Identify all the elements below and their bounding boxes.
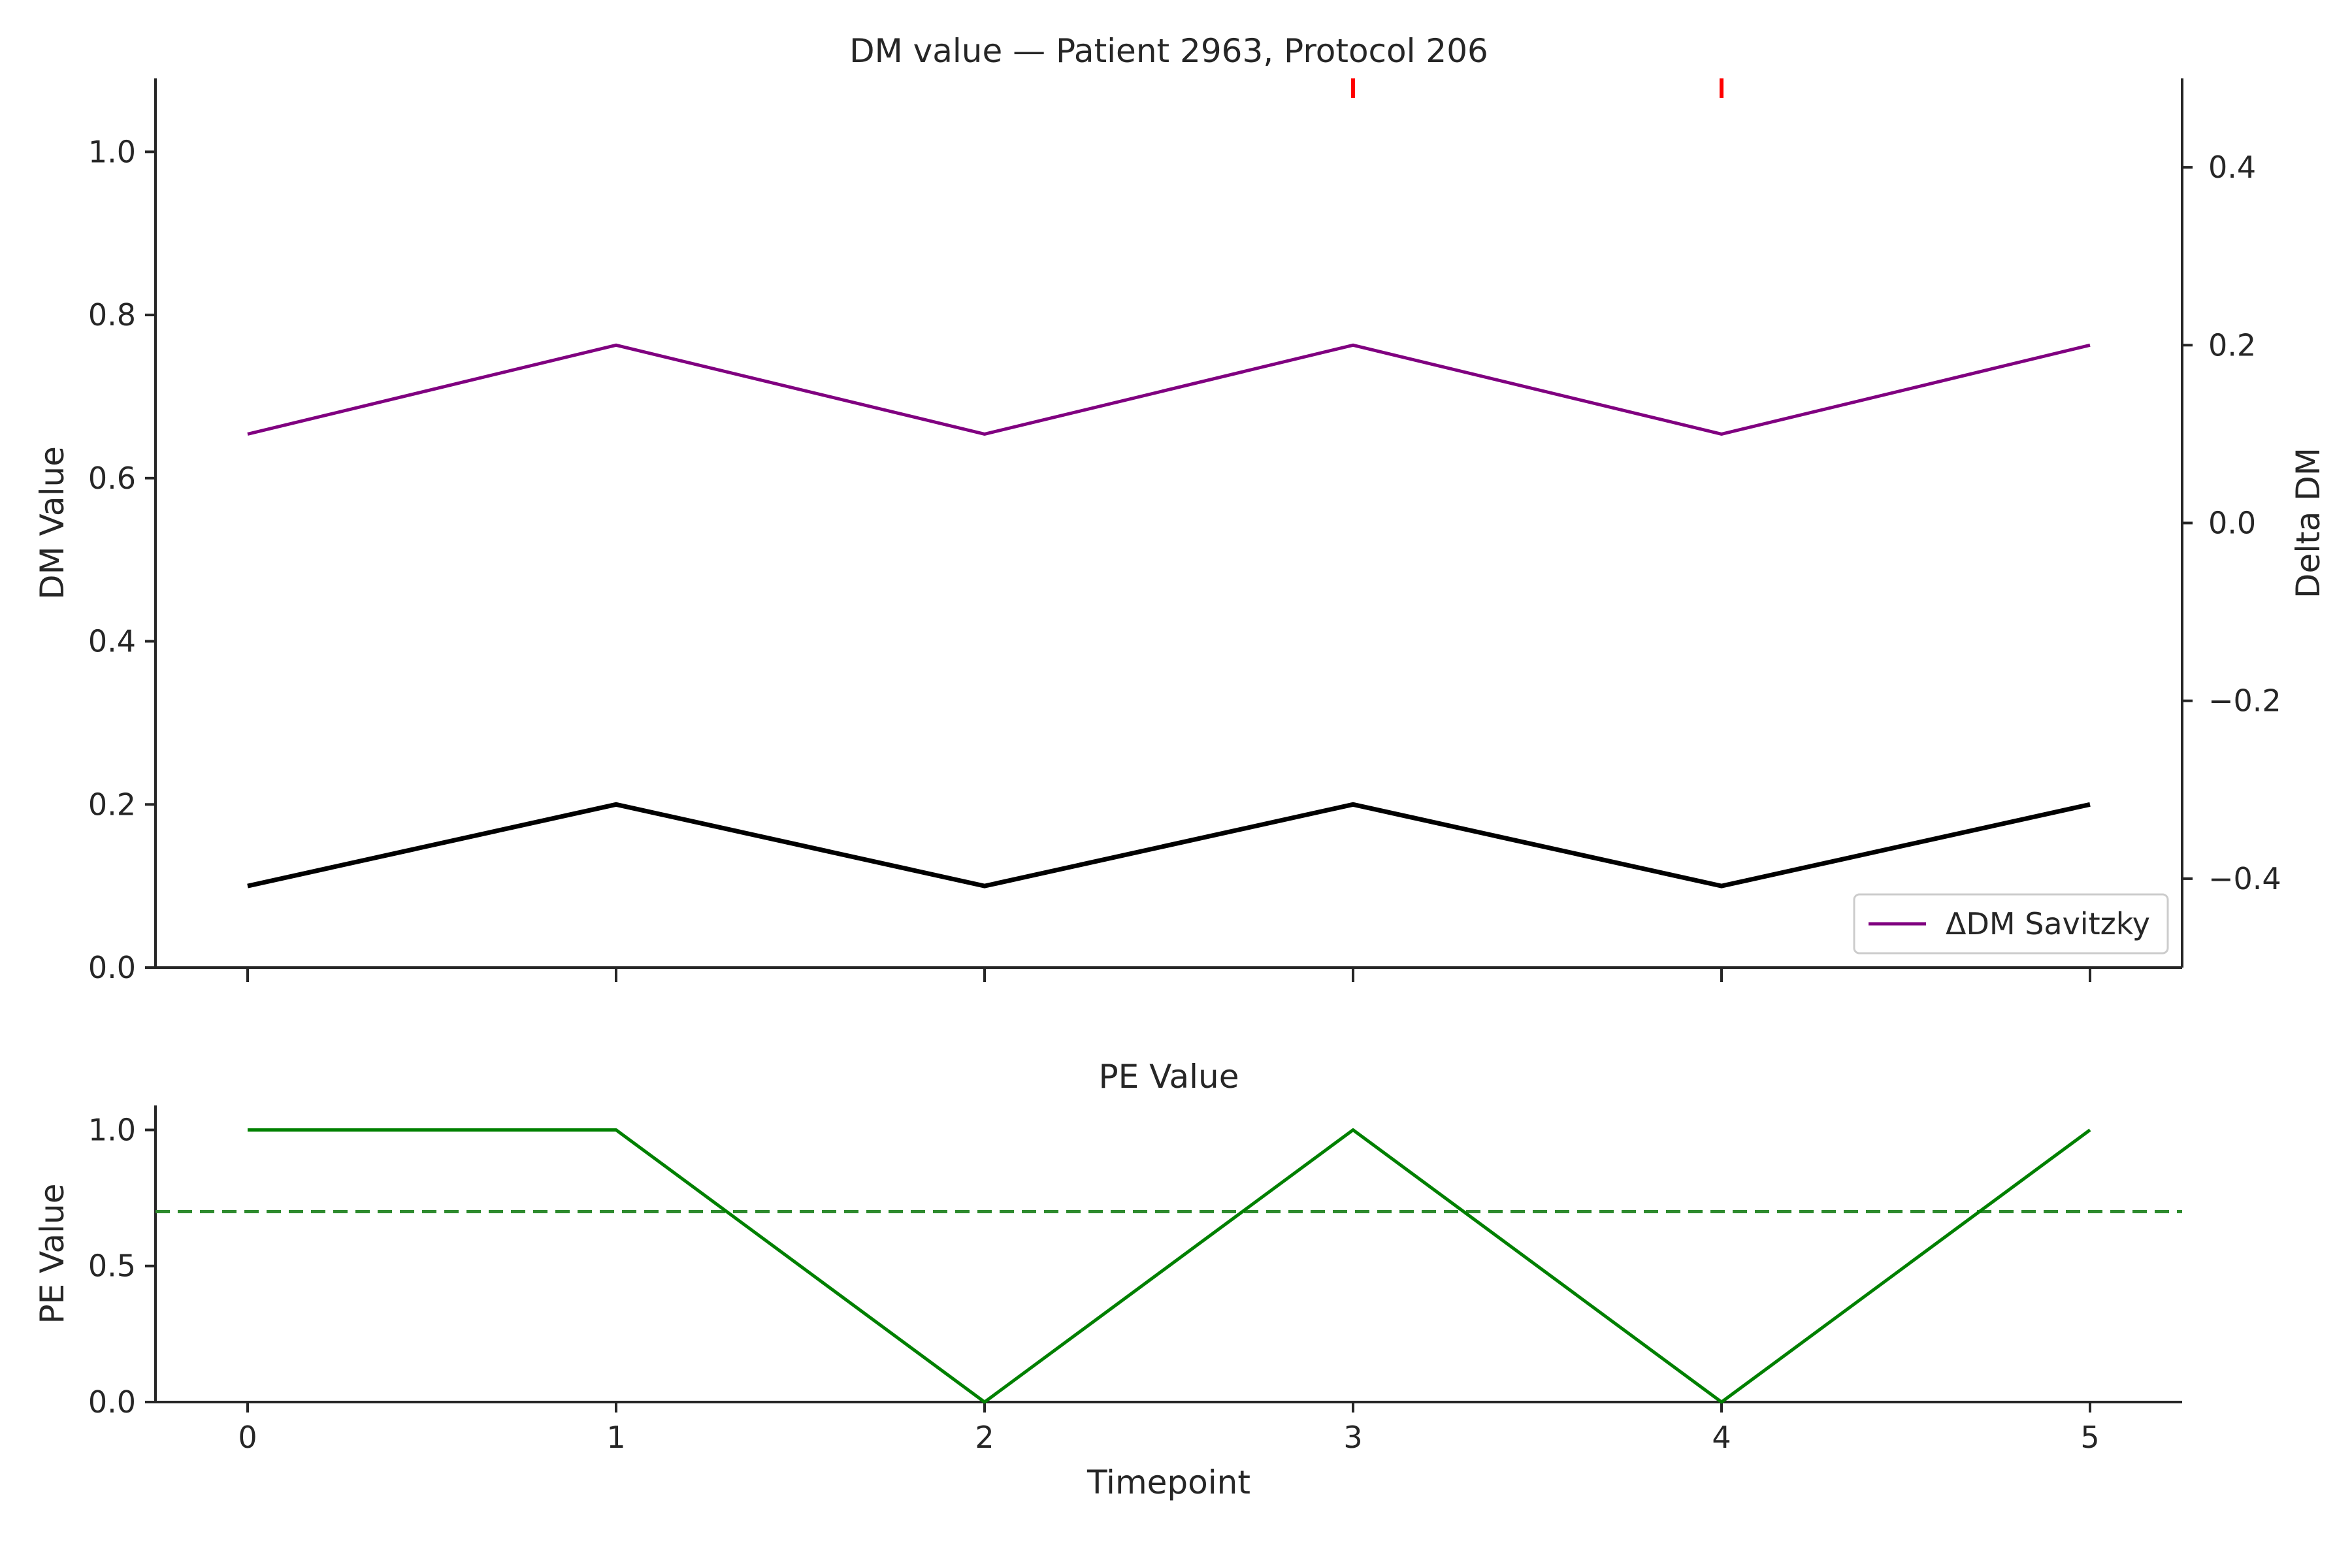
pe-value-line — [248, 1128, 2091, 1404]
y-tick-label: 1.0 — [88, 134, 136, 169]
chart-title: DM value — Patient 2963, Protocol 206 — [849, 32, 1488, 70]
y-tick-label: 0.2 — [88, 787, 136, 822]
y2-axis-label: Delta DM — [2289, 448, 2327, 598]
x-tick-label: 0 — [238, 1420, 257, 1455]
pe-panel-title: PE Value — [1099, 1058, 1239, 1096]
dm-panel: 0.0 0.2 0.4 0.6 0.8 1.0 −0.4 −0.2 0.0 0.2 0.4 DM va… — [33, 32, 2327, 985]
y2-tick-label: −0.2 — [2208, 683, 2281, 719]
pe-y-axis-label: PE Value — [33, 1184, 71, 1324]
x-tick-label: 3 — [1343, 1420, 1362, 1455]
x-tick-label: 4 — [1712, 1420, 1731, 1455]
pe-panel: 0.0 0.5 1.0 0 1 2 3 4 5 PE Value Timepoint PE Value — [33, 1058, 2182, 1501]
y-axis-label: DM Value — [33, 446, 71, 600]
y-tick-label: 0.6 — [88, 461, 136, 496]
legend-box — [1853, 893, 2169, 955]
x-tick-label: 5 — [2080, 1420, 2099, 1455]
y2-tick-label: 0.2 — [2208, 327, 2256, 363]
y2-tick-label: 0.0 — [2208, 506, 2256, 541]
y-tick-label: 0.4 — [88, 624, 136, 659]
y2-tick-label: −0.4 — [2208, 861, 2281, 896]
pe-y-tick-label: 1.0 — [88, 1112, 136, 1147]
x-axis-label: Timepoint — [1086, 1463, 1250, 1501]
y-tick-label: 0.8 — [88, 297, 136, 333]
delta-dm-savitzky-line — [247, 343, 2091, 436]
pe-y-tick-label: 0.5 — [88, 1249, 136, 1284]
x-tick-label: 2 — [975, 1420, 994, 1455]
pe-y-tick-label: 0.0 — [88, 1384, 136, 1420]
dm-value-line — [247, 802, 2091, 889]
legend-label: ΔDM Savitzky — [1946, 906, 2150, 941]
y-tick-label: 0.0 — [88, 950, 136, 985]
x-tick-label: 1 — [606, 1420, 625, 1455]
y2-tick-label: 0.4 — [2208, 150, 2256, 185]
